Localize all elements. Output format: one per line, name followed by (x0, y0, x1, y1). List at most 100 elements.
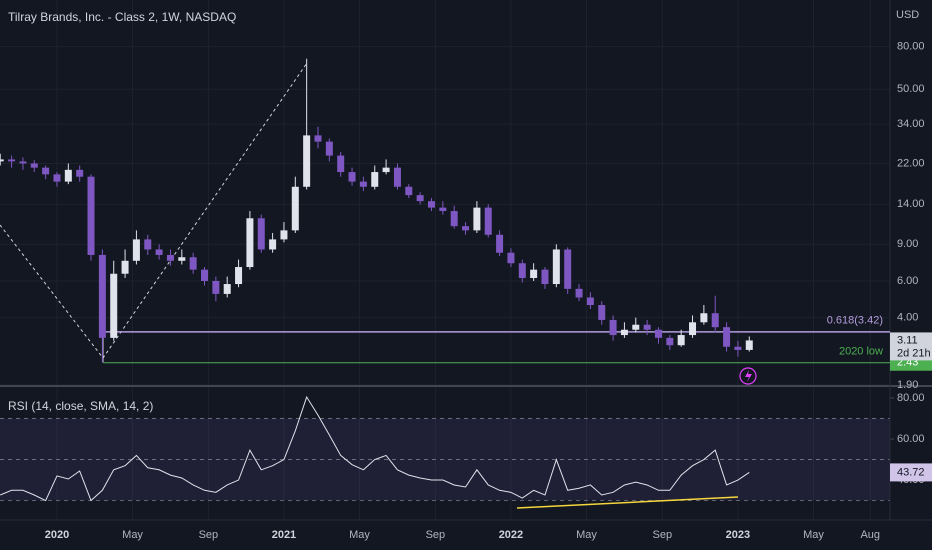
y-tick-label: 80.00 (897, 41, 925, 53)
rsi-title: RSI (14, close, SMA, 14, 2) (8, 399, 153, 413)
candle-body (609, 319, 617, 336)
event-icon-bolt (745, 370, 752, 382)
x-tick-label: Aug (860, 529, 880, 541)
x-tick-label: Sep (653, 529, 673, 541)
x-tick-label: 2021 (272, 529, 296, 541)
candle-body (189, 257, 197, 270)
candle-body (121, 260, 129, 274)
candle-body (314, 135, 322, 142)
candle-body (666, 337, 674, 346)
candle-body (473, 207, 481, 231)
candle-body (87, 176, 95, 255)
candle-body (620, 329, 628, 336)
y-tick-label: 34.00 (897, 118, 925, 130)
candle-body (132, 239, 140, 261)
candle-body (643, 324, 651, 330)
countdown-label: 2d 21h (897, 347, 931, 359)
candle-body (700, 313, 708, 323)
x-tick-label: 2023 (726, 529, 750, 541)
y-tick-label: 14.00 (897, 198, 925, 210)
x-tick-label: Sep (426, 529, 446, 541)
candle-body (393, 167, 401, 187)
candle-body (144, 239, 152, 250)
candle-body (246, 218, 254, 268)
candle-body (212, 280, 220, 294)
candle-body (325, 141, 333, 156)
candle-body (598, 305, 606, 320)
candle-body (166, 254, 174, 261)
candle-body (303, 135, 311, 187)
rsi-last-label: 43.72 (897, 466, 925, 478)
currency: USD (896, 9, 919, 21)
x-tick-label: 2022 (499, 529, 523, 541)
x-tick-label: May (576, 529, 597, 541)
candle-body (530, 269, 538, 279)
candle-body (450, 211, 458, 227)
candle-body (371, 172, 379, 187)
event-icon[interactable] (739, 367, 757, 385)
candle-body (30, 163, 38, 168)
y-tick-label: 1.90 (897, 379, 918, 391)
rsi-tick-label: 80.00 (897, 392, 925, 404)
candle-body (552, 249, 560, 285)
candle-body (269, 239, 277, 250)
candle-body (76, 169, 84, 177)
candle-body (235, 267, 243, 285)
candle-body (507, 252, 515, 264)
candle-body (745, 340, 753, 350)
candle-body (496, 234, 504, 253)
fib-label: 0.618(3.42) (827, 315, 883, 327)
candle-body (359, 181, 367, 187)
candle-body (337, 155, 345, 173)
candle-body (541, 269, 549, 285)
candle-body (654, 329, 662, 338)
candle-body (723, 327, 731, 347)
candle-body (382, 167, 390, 173)
marks (0, 58, 890, 502)
grid (0, 0, 894, 520)
chart-title: Tilray Brands, Inc. - Class 2, 1W, NASDA… (8, 10, 236, 24)
candle-body (280, 230, 288, 240)
x-tick-label: May (349, 529, 370, 541)
candle-body (564, 249, 572, 289)
candle-body (0, 159, 4, 162)
x-tick-label: Sep (199, 529, 219, 541)
candle-body (223, 284, 231, 294)
y-tick-label: 9.00 (897, 238, 918, 250)
candle-body (348, 172, 356, 182)
candle-body (201, 269, 209, 281)
rsi-last-box (890, 463, 932, 482)
candle-body (19, 161, 27, 164)
last-price-label: 3.11 (897, 334, 918, 346)
rsi-band (0, 418, 890, 501)
y-tick-label: 6.00 (897, 275, 918, 287)
y-tick-label: 4.00 (897, 312, 918, 324)
candle-body (734, 346, 742, 350)
candle-body (518, 263, 526, 279)
candle-body (8, 159, 16, 162)
candle-body (484, 207, 492, 235)
candle-body (711, 313, 719, 328)
rsi-tick-label: 60.00 (897, 433, 925, 445)
candle-body (42, 167, 50, 175)
candle-body (586, 297, 594, 306)
candle-body (291, 186, 299, 231)
candle-body (416, 195, 424, 202)
candle-body (575, 288, 583, 298)
candle-body (689, 322, 697, 336)
y-tick-label: 22.00 (897, 157, 925, 169)
candle-body (155, 249, 163, 255)
candle-body (98, 254, 106, 338)
candle-body (462, 226, 470, 231)
rsi-trendline (516, 496, 739, 509)
candle-body (632, 324, 640, 330)
candle-body (427, 201, 435, 208)
candle-body (677, 335, 685, 346)
low-label: 2020 low (839, 346, 883, 358)
candle-body (110, 273, 118, 338)
candle-body (178, 257, 186, 261)
x-tick-label: May (122, 529, 143, 541)
candle-body (64, 169, 72, 182)
